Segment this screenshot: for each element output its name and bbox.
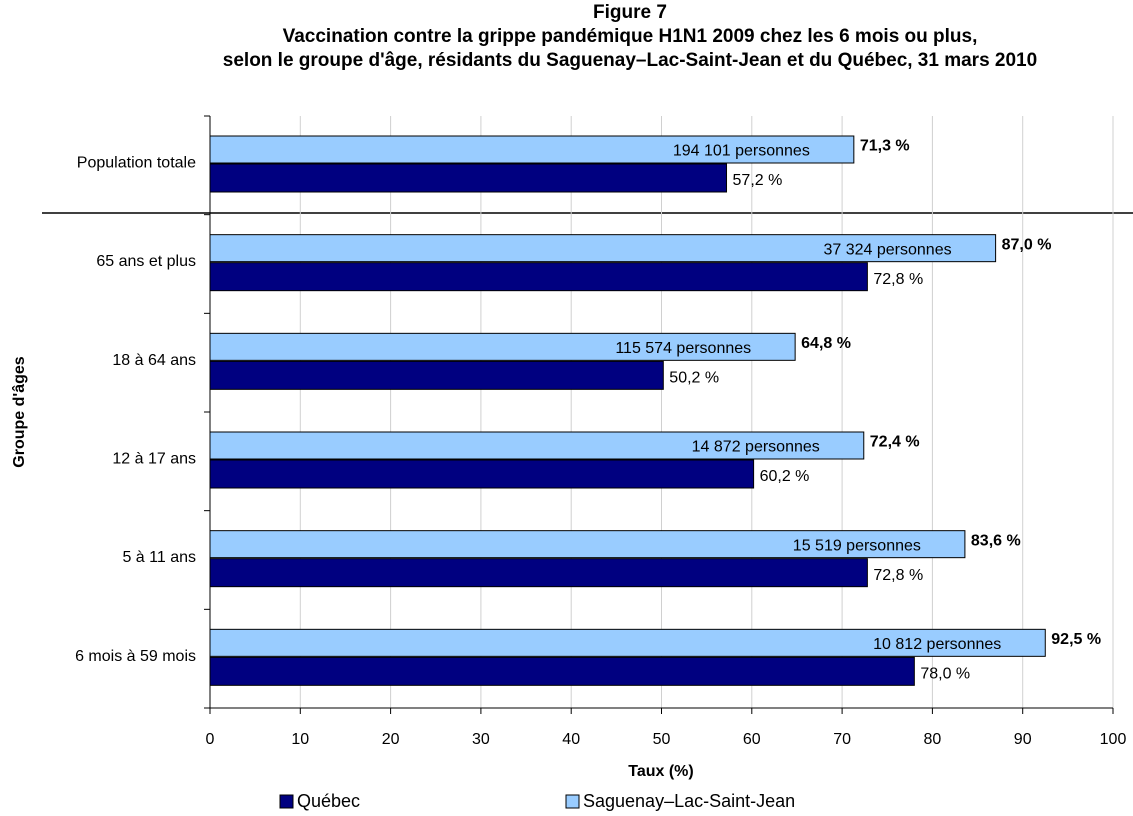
y-tick-label: 6 mois à 59 mois [75, 648, 196, 665]
chart-subtitle: Vaccination contre la grippe pandémique … [283, 26, 978, 47]
x-tick-label: 80 [924, 731, 942, 748]
bar [209, 262, 868, 292]
x-axis-label: Taux (%) [628, 763, 693, 780]
x-tick-label: 60 [743, 731, 761, 748]
x-tick-label: 50 [653, 731, 671, 748]
y-tick-label: 12 à 17 ans [112, 451, 196, 468]
x-tick-label: 10 [291, 731, 309, 748]
legend-swatch [279, 794, 294, 809]
bar [209, 459, 755, 489]
bar [209, 332, 796, 361]
bar [209, 360, 664, 390]
value-label: 64,8 % [801, 335, 851, 352]
bar [209, 628, 1046, 657]
value-label: 50,2 % [669, 370, 719, 387]
legend-label: Saguenay–Lac-Saint-Jean [583, 791, 795, 811]
value-label: 87,0 % [1002, 236, 1052, 253]
bar-annotation: 15 519 personnes [793, 537, 921, 554]
bar [209, 234, 997, 263]
bar [209, 135, 855, 164]
value-label: 57,2 % [733, 172, 783, 189]
value-label: 83,6 % [971, 532, 1021, 549]
bar [209, 431, 865, 460]
bar [209, 558, 868, 588]
y-axis-label: Groupe d'âges [11, 356, 28, 467]
value-label: 72,8 % [873, 567, 923, 584]
bar-annotation: 194 101 personnes [673, 143, 810, 160]
bar [209, 656, 915, 686]
chart-title: Figure 7 [593, 2, 667, 23]
bar [209, 163, 728, 193]
x-tick-label: 100 [1100, 731, 1127, 748]
y-tick-label: 5 à 11 ans [122, 549, 196, 566]
value-label: 71,3 % [860, 138, 910, 155]
x-tick-label: 20 [382, 731, 400, 748]
bar-annotation: 115 574 personnes [615, 340, 751, 357]
y-tick-label: 65 ans et plus [96, 253, 196, 270]
x-tick-label: 40 [562, 731, 580, 748]
value-label: 72,8 % [873, 271, 923, 288]
x-tick-label: 0 [206, 731, 215, 748]
value-label: 60,2 % [760, 468, 810, 485]
x-tick-label: 90 [1014, 731, 1032, 748]
bar-annotation: 14 872 personnes [692, 439, 820, 456]
y-tick-label: Population totale [77, 155, 196, 172]
bar-annotation: 10 812 personnes [873, 636, 1001, 653]
chart-subtitle: selon le groupe d'âge, résidants du Sagu… [223, 50, 1037, 71]
x-tick-label: 70 [833, 731, 851, 748]
bar [209, 530, 966, 559]
y-tick-label: 18 à 64 ans [112, 352, 196, 369]
legend-swatch [565, 794, 580, 809]
value-label: 92,5 % [1051, 631, 1101, 648]
legend-label: Québec [297, 791, 360, 811]
bar-annotation: 37 324 personnes [824, 241, 952, 258]
x-tick-label: 30 [472, 731, 490, 748]
value-label: 78,0 % [920, 666, 970, 683]
value-label: 72,4 % [870, 434, 920, 451]
